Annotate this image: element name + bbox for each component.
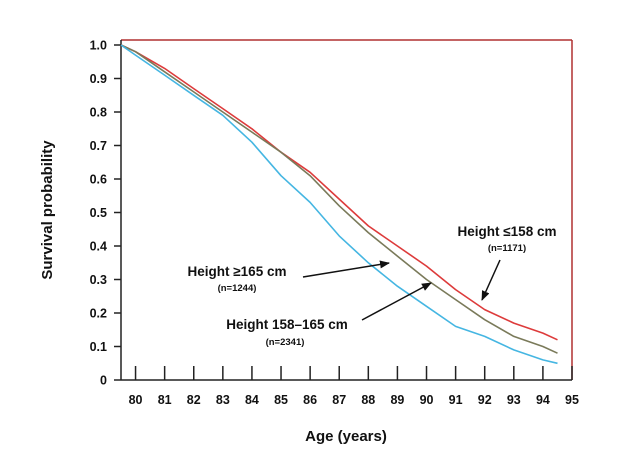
x-tick-label: 89 [390,393,404,407]
annotation-medium-n: (n=2341) [266,337,305,348]
annotation-short-n: (n=1171) [488,243,526,254]
annotation-tall-arrow [302,260,390,278]
y-tick-label: 1.0 [90,39,107,53]
y-tick-label: 0.2 [90,307,107,321]
y-tick-label: 0.5 [90,206,107,220]
x-tick-label: 93 [507,393,521,407]
series-lines [120,44,558,365]
x-tick-label: 82 [187,393,201,407]
y-tick-label: 0.9 [90,72,107,86]
y-tick-label: 0.6 [90,173,107,187]
x-tick-label: 90 [420,393,434,407]
y-tick-label: 0.3 [90,273,107,287]
annotation-medium-label: Height 158–165 cm [226,317,348,332]
y-axis-ticks: 0 0.1 0.2 0.3 0.4 0.5 0.6 0.7 0.8 0.9 1.0 [90,39,121,388]
y-tick-label: 0.8 [90,106,107,120]
x-tick-label: 86 [303,393,317,407]
series-line-short [120,44,558,341]
x-axis-title: Age (years) [305,428,387,445]
y-tick-label: 0 [100,374,107,388]
x-tick-label: 81 [158,393,172,407]
x-tick-label: 80 [129,393,143,407]
annotation-short-arrow [481,259,501,301]
x-tick-label: 92 [478,393,492,407]
x-tick-label: 95 [565,393,579,407]
y-tick-label: 0.7 [90,139,107,153]
x-tick-label: 91 [449,393,463,407]
x-tick-label: 88 [361,393,375,407]
x-tick-label: 94 [536,393,550,407]
annotation-short-label: Height ≤158 cm [458,224,557,239]
series-line-medium [120,44,558,354]
x-tick-label: 83 [216,393,230,407]
x-tick-label: 84 [245,393,259,407]
x-tick-label: 87 [332,393,346,407]
annotation-tall-n: (n=1244) [218,283,257,294]
annotation-tall-label: Height ≥165 cm [188,264,287,279]
y-axis-title: Survival probability [39,140,56,280]
y-tick-label: 0.1 [90,340,107,354]
x-axis-ticks: 80 81 82 83 84 85 86 87 88 89 90 91 92 93 94 95 [129,366,579,407]
series-line-tall [120,44,558,365]
annotation-medium-arrow [361,282,432,321]
y-tick-label: 0.4 [90,240,107,254]
x-tick-label: 85 [274,393,288,407]
